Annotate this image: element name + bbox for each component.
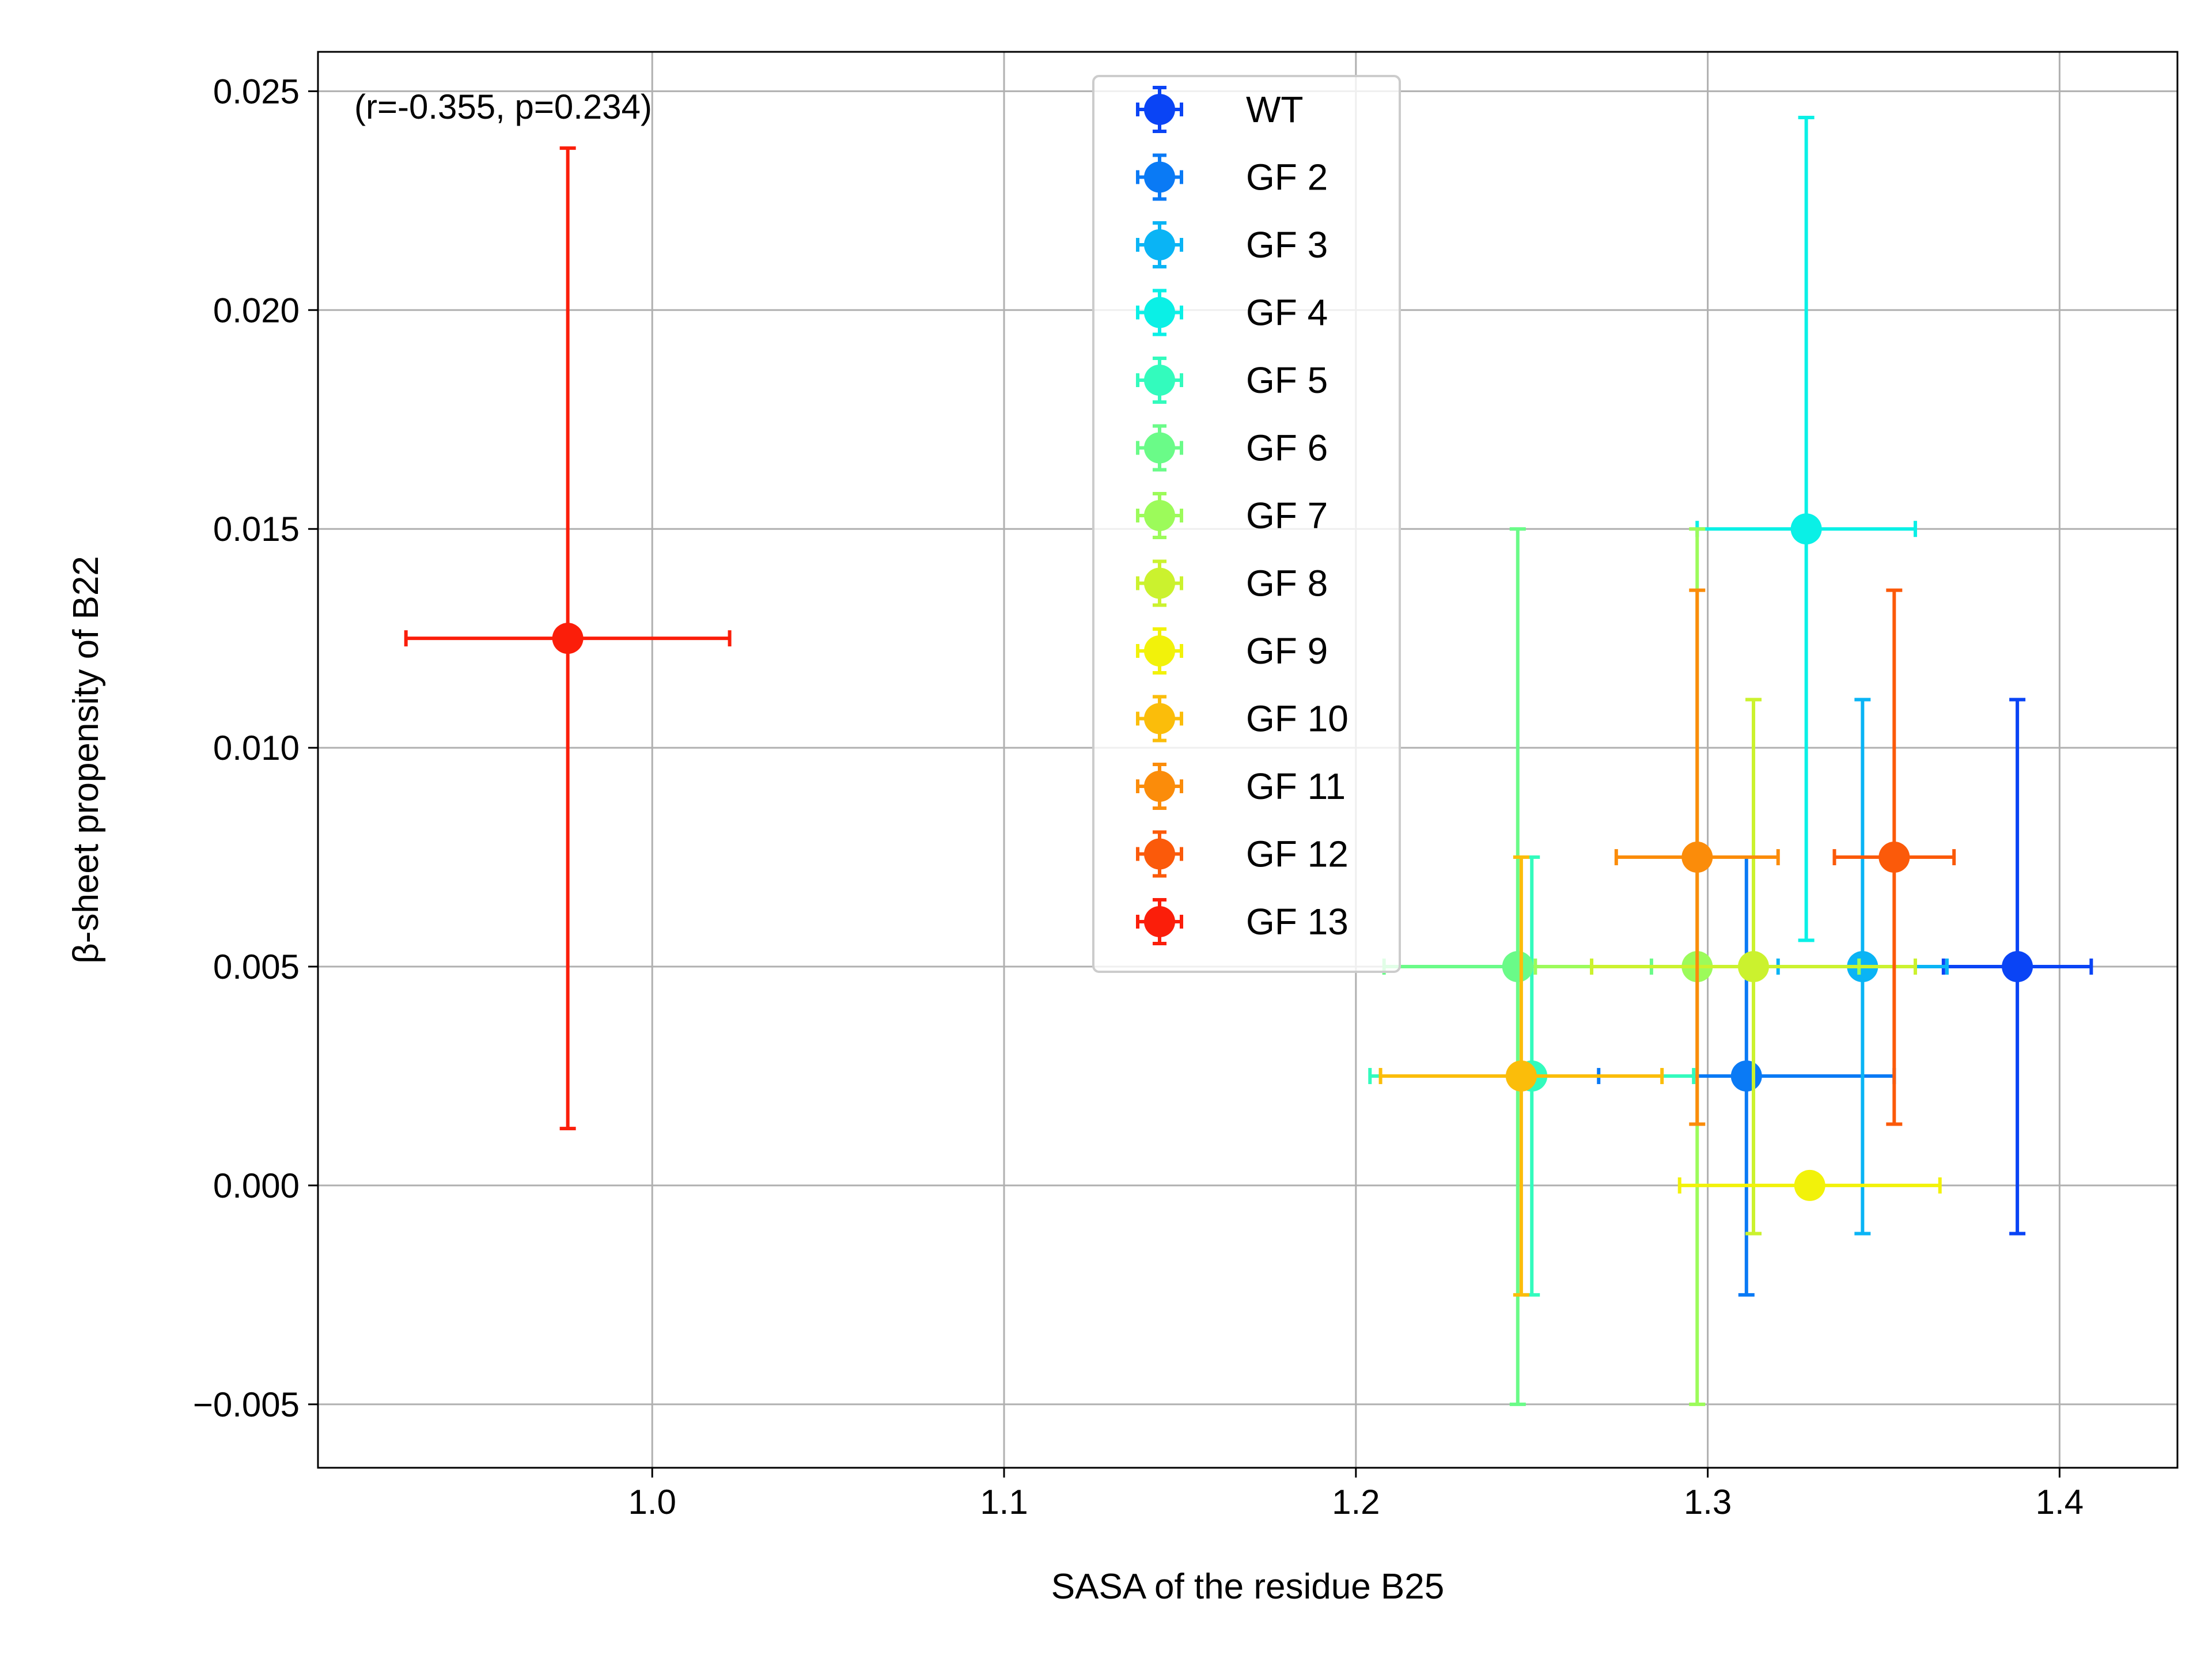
legend-label: GF 13 (1246, 901, 1349, 942)
data-point (1794, 1169, 1825, 1201)
legend: WT GF 2 GF 3 GF 4 GF 5 GF 6 GF 7 GF 8 GF 9 GF 10 G… (1092, 75, 1401, 973)
legend-label: WT (1246, 89, 1304, 130)
annotation: (r=-0.355, p=0.234) (354, 88, 652, 126)
legend-frame (1092, 75, 1401, 973)
series-gf-13 (404, 146, 732, 1131)
series-gf-10 (1378, 855, 1664, 1297)
legend-entry: GF 2 (1136, 153, 1328, 201)
y-tick-label: 0.025 (213, 72, 300, 111)
y-tick-label: 0.005 (213, 948, 300, 986)
legend-label: GF 5 (1246, 359, 1328, 401)
x-tick-label: 1.4 (2036, 1483, 2084, 1521)
legend-entry: GF 5 (1136, 357, 1328, 404)
legend-label: GF 10 (1246, 698, 1349, 740)
data-point (1502, 951, 1533, 983)
y-tick-label: −0.005 (193, 1385, 300, 1424)
data-point (1730, 1060, 1762, 1092)
series-layer (404, 115, 2093, 1406)
legend-marker (1144, 771, 1175, 802)
series-gf-9 (1677, 1169, 1942, 1201)
legend-entry: GF 13 (1136, 898, 1349, 945)
x-tick-label: 1.0 (628, 1483, 676, 1521)
legend-label: GF 8 (1246, 563, 1328, 604)
data-point (1681, 842, 1713, 873)
legend-entry: GF 4 (1136, 289, 1328, 336)
y-tick-label: 0.015 (213, 510, 300, 548)
x-axis-label: SASA of the residue B25 (1051, 1567, 1444, 1607)
legend-marker (1144, 161, 1175, 193)
legend-marker (1144, 365, 1175, 396)
legend-marker (1144, 432, 1175, 464)
plot-frame (317, 51, 2179, 1469)
legend-marker (1144, 297, 1175, 328)
legend-label: GF 3 (1246, 224, 1328, 266)
y-tick-label: 0.000 (213, 1166, 300, 1205)
x-tick-label: 1.2 (1332, 1483, 1380, 1521)
legend-label: GF 12 (1246, 834, 1349, 875)
data-point (1790, 513, 1822, 545)
legend-marker (1144, 635, 1175, 666)
legend-entry: GF 11 (1136, 763, 1346, 810)
legend-label: GF 2 (1246, 157, 1328, 198)
data-point (1738, 951, 1770, 983)
legend-label: GF 6 (1246, 427, 1328, 469)
legend-label: GF 4 (1246, 292, 1328, 334)
x-tick-label: 1.3 (1684, 1483, 1732, 1521)
data-point (1505, 1060, 1537, 1092)
ticks: 1.0 1.1 1.2 1.3 1.4 −0.005 0.000 0.005 0.010 0.01… (193, 72, 2084, 1521)
series-gf-8 (1590, 698, 1917, 1236)
legend-marker (1144, 838, 1175, 870)
legend-marker (1144, 703, 1175, 734)
legend-entry: GF 6 (1136, 424, 1328, 472)
data-point (552, 623, 584, 654)
legend-label: GF 9 (1246, 630, 1328, 672)
y-tick-label: 0.010 (213, 729, 300, 767)
legend-entry: GF 10 (1136, 695, 1349, 743)
legend-label: GF 11 (1246, 766, 1346, 807)
legend-marker (1144, 500, 1175, 531)
legend-entry: GF 8 (1136, 559, 1328, 607)
legend-entry: WT (1136, 86, 1304, 133)
y-tick-label: 0.020 (213, 291, 300, 329)
legend-entry: GF 9 (1136, 627, 1328, 675)
legend-entry: GF 12 (1136, 830, 1349, 878)
series-gf-6 (1382, 527, 1653, 1406)
legend-entry: GF 3 (1136, 221, 1328, 268)
series-gf-12 (1832, 588, 1956, 1126)
x-tick-label: 1.1 (980, 1483, 1028, 1521)
data-point (1878, 842, 1910, 873)
legend-label: GF 7 (1246, 495, 1328, 536)
legend-entry: GF 7 (1136, 492, 1328, 539)
data-point (2002, 951, 2033, 983)
legend-marker (1144, 906, 1175, 937)
series-gf-4 (1695, 115, 1917, 942)
series-gf-11 (1614, 588, 1780, 1126)
y-axis-label: β-sheet propensity of B22 (66, 556, 106, 964)
legend-marker (1144, 567, 1175, 599)
legend-marker (1144, 94, 1175, 125)
legend-marker (1144, 229, 1175, 260)
